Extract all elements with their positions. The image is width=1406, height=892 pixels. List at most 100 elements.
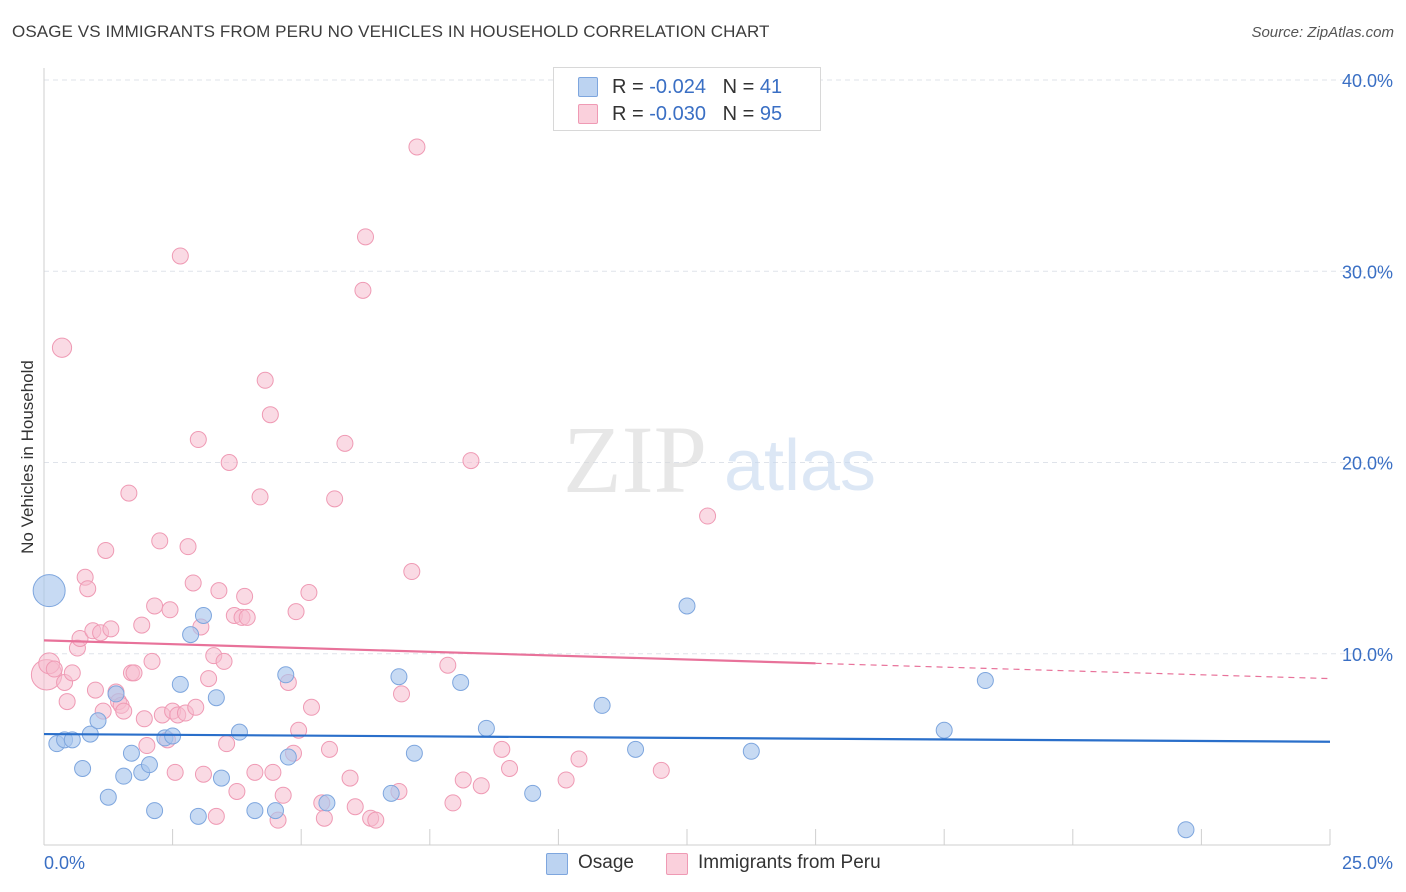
legend-r-value: -0.030 — [649, 103, 706, 125]
osage-point — [390, 668, 408, 686]
peru-point — [220, 454, 238, 471]
legend-label-osage: Osage — [578, 852, 634, 873]
stats-legend: R = -0.024 N = 41 R = -0.030 N = 95 — [553, 67, 821, 131]
osage-point — [1177, 821, 1195, 839]
osage-point — [32, 574, 66, 608]
osage-point — [140, 756, 158, 774]
tick-labels: 10.0% 20.0% 30.0% 40.0% 0.0% 25.0% — [44, 71, 1393, 873]
osage-point — [935, 721, 953, 739]
osage-point — [63, 731, 81, 749]
peru-point — [264, 763, 282, 781]
osage-points — [32, 574, 1195, 839]
osage-point — [279, 748, 297, 766]
peru-point — [187, 698, 205, 716]
peru-point — [146, 597, 164, 615]
peru-point — [501, 760, 519, 777]
osage-point — [171, 675, 189, 693]
axes — [43, 68, 1331, 846]
peru-point — [189, 431, 207, 449]
x-tick-label-min: 0.0% — [44, 853, 85, 873]
peru-point — [151, 532, 169, 550]
peru-point — [120, 484, 138, 502]
peru-point — [246, 763, 264, 781]
peru-point — [300, 584, 318, 602]
source-credit: Source: ZipAtlas.com — [1251, 24, 1394, 41]
peru-point — [256, 371, 274, 389]
x-tick-label-max: 25.0% — [1342, 853, 1393, 873]
peru-point — [215, 652, 233, 670]
peru-point — [287, 603, 305, 621]
peru-trend-extension — [815, 662, 1331, 680]
peru-point — [472, 777, 490, 795]
osage-point — [627, 740, 645, 758]
osage-point — [230, 723, 248, 741]
peru-point — [207, 807, 225, 825]
peru-point — [336, 434, 354, 452]
peru-swatch — [666, 853, 688, 875]
peru-point — [699, 507, 717, 525]
peru-point — [251, 488, 269, 506]
osage-point — [277, 666, 295, 684]
osage-point — [164, 727, 182, 745]
osage-point — [266, 802, 284, 820]
peru-point — [161, 601, 179, 619]
osage-point — [122, 744, 140, 762]
peru-point — [125, 664, 143, 682]
peru-point — [218, 735, 236, 753]
legend-n-label: N = — [722, 76, 755, 98]
peru-point — [166, 763, 184, 781]
peru-point — [570, 750, 588, 768]
peru-point — [493, 740, 511, 758]
peru-point — [439, 656, 457, 674]
legend-n-value: 95 — [759, 103, 783, 125]
osage-point — [207, 689, 225, 707]
peru-point — [367, 811, 385, 829]
osage-point — [115, 767, 133, 785]
peru-point — [236, 587, 254, 605]
osage-point — [146, 802, 164, 820]
peru-point — [341, 769, 359, 787]
peru-point — [238, 608, 256, 626]
peru-point — [444, 794, 462, 812]
peru-point — [58, 693, 76, 711]
osage-swatch — [546, 853, 568, 875]
peru-point — [86, 681, 104, 699]
peru-point — [97, 541, 115, 559]
legend-n-label: N = — [722, 103, 755, 125]
osage-point — [524, 784, 542, 802]
peru-trend-line — [43, 639, 816, 665]
peru-point — [354, 281, 372, 299]
peru-point — [194, 765, 212, 783]
peru-point — [102, 620, 120, 638]
osage-point — [318, 794, 336, 812]
peru-point — [51, 337, 73, 358]
chart-title: OSAGE VS IMMIGRANTS FROM PERU NO VEHICLE… — [12, 22, 770, 41]
peru-point — [79, 580, 97, 598]
legend-r-value: -0.024 — [649, 76, 706, 98]
osage-point — [382, 784, 400, 802]
peru-point — [135, 710, 153, 728]
osage-point — [182, 626, 200, 644]
y-tick-label: 20.0% — [1342, 454, 1393, 474]
peru-point — [302, 698, 320, 716]
series-legend: Osage Immigrants from Peru — [0, 852, 1406, 878]
peru-point — [357, 228, 374, 246]
osage-point — [976, 672, 994, 690]
peru-point — [557, 771, 575, 789]
peru-point — [210, 582, 228, 600]
peru-point — [184, 574, 202, 592]
peru-point — [115, 702, 133, 720]
legend-r-label: R = — [612, 103, 644, 125]
peru-point — [315, 809, 333, 827]
osage-point — [99, 788, 117, 806]
osage-point — [74, 760, 92, 777]
osage-point — [189, 807, 207, 825]
osage-trend-line — [43, 732, 1331, 743]
legend-r-label: R = — [612, 76, 644, 98]
peru-point — [179, 538, 197, 556]
legend-n-value: 41 — [759, 76, 783, 98]
peru-point — [320, 740, 338, 758]
peru-point — [274, 786, 292, 804]
osage-point — [212, 769, 230, 787]
